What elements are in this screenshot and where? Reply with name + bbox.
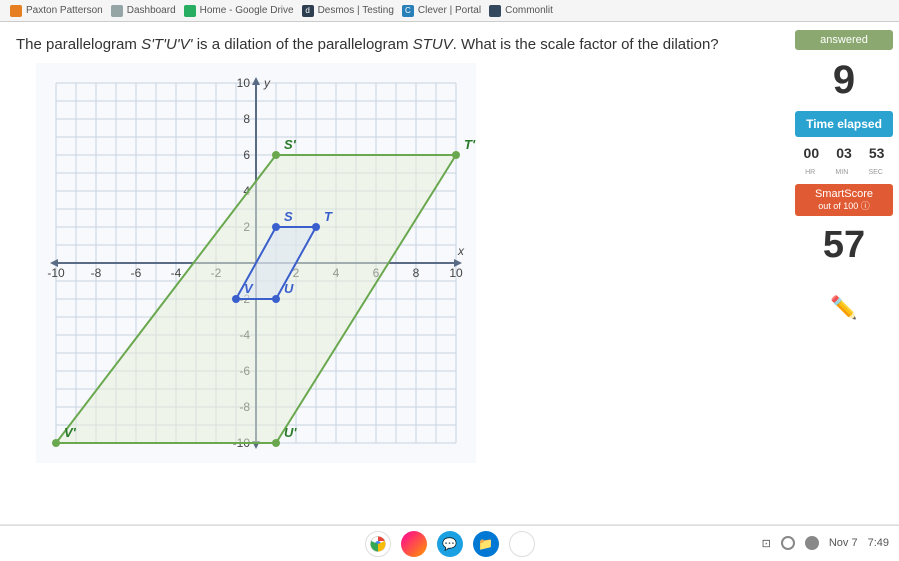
tab-desmos[interactable]: dDesmos | Testing	[302, 5, 394, 17]
time-unit-labels: HR MIN SEC	[795, 169, 893, 176]
svg-text:-8: -8	[91, 266, 102, 280]
tab-google-drive[interactable]: Home - Google Drive	[184, 5, 294, 17]
svg-text:T': T'	[464, 137, 476, 152]
tray-date: Nov 7	[829, 537, 858, 549]
svg-text:U': U'	[284, 425, 297, 440]
svg-text:y: y	[263, 76, 271, 90]
tab-clever[interactable]: CClever | Portal	[402, 5, 481, 17]
svg-text:10: 10	[449, 266, 463, 280]
svg-text:S': S'	[284, 137, 297, 152]
chrome-icon[interactable]	[365, 531, 391, 557]
svg-text:S: S	[284, 209, 293, 224]
svg-text:V': V'	[64, 425, 77, 440]
smartscore-badge: SmartScore out of 100 ⓘ	[795, 184, 893, 216]
time-hr: 00	[804, 145, 820, 161]
app-icon-3[interactable]: 📁	[473, 531, 499, 557]
app-icon-2[interactable]: 💬	[437, 531, 463, 557]
time-values: 00 03 53	[795, 145, 893, 161]
svg-text:-6: -6	[131, 266, 142, 280]
pencil-icon[interactable]: ✏️	[830, 295, 857, 321]
tray-icon-1[interactable]: ⊡	[762, 537, 771, 550]
answered-badge: answered	[795, 30, 893, 50]
svg-text:T: T	[324, 209, 333, 224]
browser-tab-strip: Paxton Patterson Dashboard Home - Google…	[0, 0, 899, 22]
tray-icon-2[interactable]	[781, 536, 795, 550]
question-panel: The parallelogram S'T'U'V' is a dilation…	[0, 22, 789, 524]
svg-text:8: 8	[243, 112, 250, 126]
tray-icon-3[interactable]	[805, 536, 819, 550]
tab-commonlit[interactable]: Commonlit	[489, 5, 553, 17]
app-icon-4[interactable]: ▶	[509, 531, 535, 557]
question-text: The parallelogram S'T'U'V' is a dilation…	[16, 34, 773, 55]
coordinate-graph: -10-8-6-4-2246810-10-8-6-4-2246810xyS'T'…	[36, 63, 476, 463]
tray-time: 7:49	[868, 537, 889, 549]
svg-text:8: 8	[413, 266, 420, 280]
tab-paxton[interactable]: Paxton Patterson	[10, 5, 103, 17]
time-elapsed-badge: Time elapsed	[795, 111, 893, 137]
svg-text:-4: -4	[171, 266, 182, 280]
svg-text:-10: -10	[47, 266, 65, 280]
system-tray: ⊡ Nov 7 7:49	[762, 525, 889, 561]
tab-dashboard[interactable]: Dashboard	[111, 5, 176, 17]
time-sec: 53	[869, 145, 885, 161]
graph-svg: -10-8-6-4-2246810-10-8-6-4-2246810xyS'T'…	[36, 63, 476, 463]
app-icon-1[interactable]	[401, 531, 427, 557]
svg-text:x: x	[457, 244, 465, 258]
svg-text:6: 6	[243, 148, 250, 162]
svg-text:V: V	[244, 281, 254, 296]
time-min: 03	[836, 145, 852, 161]
answer-display: 9	[833, 58, 855, 103]
svg-text:10: 10	[237, 76, 251, 90]
score-sidebar: answered 9 Time elapsed 00 03 53 HR MIN …	[789, 22, 899, 524]
smartscore-value: 57	[823, 224, 865, 267]
svg-text:U: U	[284, 281, 294, 296]
